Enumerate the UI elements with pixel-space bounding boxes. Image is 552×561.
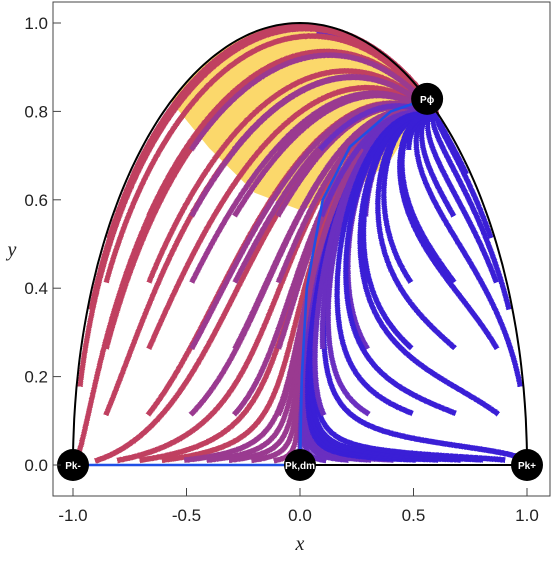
x-axis: -1.0 -0.5 0.0 0.5 1.0 (58, 488, 539, 525)
critical-point-label: Pk+ (518, 461, 536, 472)
critical-point-pk-: Pk+ (511, 449, 543, 481)
highlighted-trajectory (298, 97, 429, 466)
y-tick-label: 1.0 (24, 14, 48, 33)
y-tick-label: 0.4 (24, 279, 48, 298)
y-tick-label: 0.8 (24, 102, 48, 121)
highlighted-trajectories (73, 97, 429, 468)
critical-point-pk-: Pk- (57, 449, 89, 481)
critical-point-label: Pk,dm (285, 461, 315, 472)
x-tick-label: -0.5 (172, 506, 201, 525)
critical-point-label: Pϕ (420, 95, 435, 106)
y-axis-title: y (6, 239, 17, 261)
y-tick-label: 0.6 (24, 191, 48, 210)
y-tick-label: 0.2 (24, 368, 48, 387)
critical-point-label: Pk- (65, 461, 81, 472)
x-tick-label: -1.0 (58, 506, 87, 525)
unit-circle-boundary (72, 21, 528, 466)
critical-point-pk-dm: Pk,dm (284, 449, 316, 481)
x-axis-title: x (295, 533, 305, 555)
streamline (356, 111, 501, 417)
streamline (396, 112, 500, 351)
y-axis: 0.0 0.2 0.4 0.6 0.8 1.0 (24, 14, 61, 475)
x-tick-label: 0.0 (288, 506, 312, 525)
critical-point-p-: Pϕ (411, 82, 444, 115)
x-tick-label: 0.5 (402, 506, 426, 525)
streamline (424, 112, 500, 284)
y-tick-label: 0.0 (24, 456, 48, 475)
critical-points: Pk- Pk,dm Pk+ Pϕ (57, 82, 543, 481)
x-tick-label: 1.0 (515, 506, 539, 525)
